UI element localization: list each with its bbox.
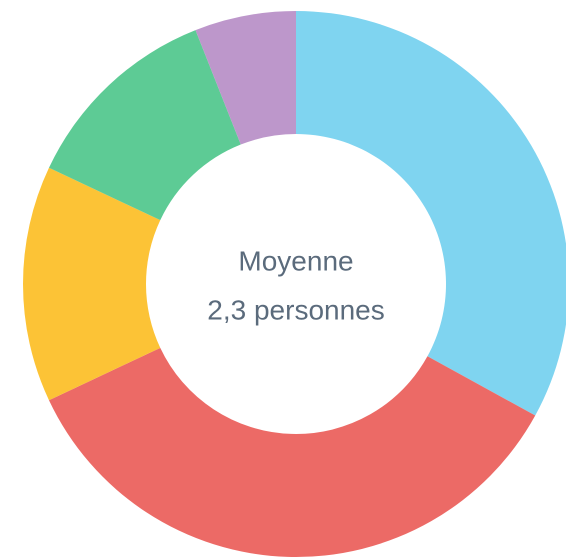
- segment: [296, 11, 566, 416]
- segment: [48, 30, 241, 221]
- segment: [195, 11, 296, 145]
- center-label: 2,3 personnes: [207, 294, 384, 325]
- center-label: Moyenne: [238, 245, 353, 276]
- donut: [23, 11, 566, 557]
- segment: [23, 167, 161, 401]
- segment: [48, 347, 536, 557]
